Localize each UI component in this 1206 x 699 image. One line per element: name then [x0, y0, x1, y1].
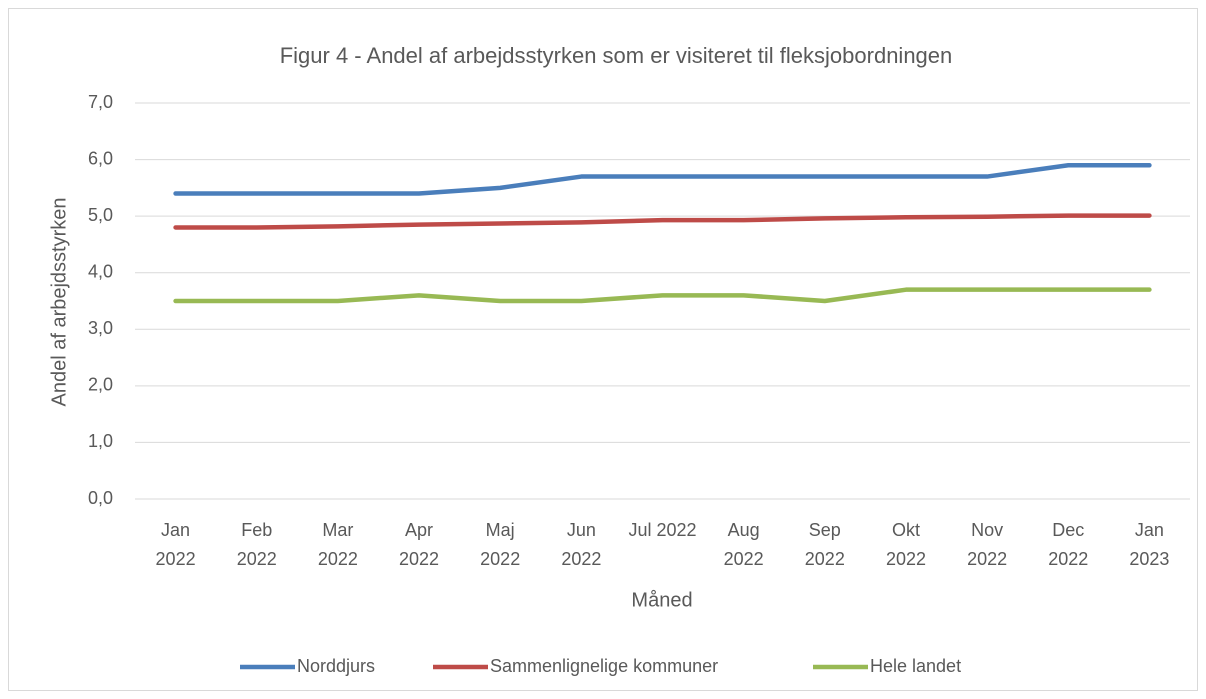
y-tick-label: 6,0 — [88, 148, 113, 168]
y-tick-label: 0,0 — [88, 488, 113, 508]
x-tick-label: Aug — [728, 520, 760, 540]
line-series — [173, 287, 1152, 304]
x-tick-label: 2022 — [156, 549, 196, 569]
chart-title: Figur 4 - Andel af arbejdsstyrken som er… — [280, 43, 953, 68]
legend-label: Norddjurs — [297, 656, 375, 676]
x-tick-label: Mar — [322, 520, 353, 540]
x-tick-label: Jul 2022 — [628, 520, 696, 540]
line-series — [173, 213, 1152, 230]
x-tick-label: 2022 — [399, 549, 439, 569]
y-axis-label: Andel af arbejdsstyrken — [48, 197, 70, 406]
y-tick-label: 4,0 — [88, 261, 113, 281]
x-tick-label: 2022 — [886, 549, 926, 569]
y-tick-label: 7,0 — [88, 92, 113, 112]
x-tick-label: 2022 — [561, 549, 601, 569]
x-tick-label: 2022 — [237, 549, 277, 569]
x-tick-label: 2022 — [318, 549, 358, 569]
x-tick-label: 2022 — [967, 549, 1007, 569]
y-tick-label: 5,0 — [88, 205, 113, 225]
x-tick-label: 2023 — [1129, 549, 1169, 569]
x-tick-label: Sep — [809, 520, 841, 540]
x-tick-label: Jun — [567, 520, 596, 540]
y-tick-label: 2,0 — [88, 375, 113, 395]
x-tick-label: Maj — [486, 520, 515, 540]
x-tick-label: Dec — [1052, 520, 1084, 540]
x-tick-label: Nov — [971, 520, 1003, 540]
x-tick-label: Apr — [405, 520, 433, 540]
legend-label: Sammenlignelige kommuner — [490, 656, 718, 676]
x-tick-label: Okt — [892, 520, 920, 540]
x-tick-label: Feb — [241, 520, 272, 540]
y-tick-label: 3,0 — [88, 318, 113, 338]
legend-label: Hele landet — [870, 656, 961, 676]
x-tick-label: 2022 — [1048, 549, 1088, 569]
x-axis-label: Måned — [631, 589, 692, 611]
x-tick-label: Jan — [161, 520, 190, 540]
line-series — [173, 162, 1152, 196]
y-tick-label: 1,0 — [88, 431, 113, 451]
chart-frame — [8, 8, 1198, 691]
x-tick-label: 2022 — [724, 549, 764, 569]
x-tick-label: Jan — [1135, 520, 1164, 540]
x-tick-label: 2022 — [480, 549, 520, 569]
x-tick-label: 2022 — [805, 549, 845, 569]
